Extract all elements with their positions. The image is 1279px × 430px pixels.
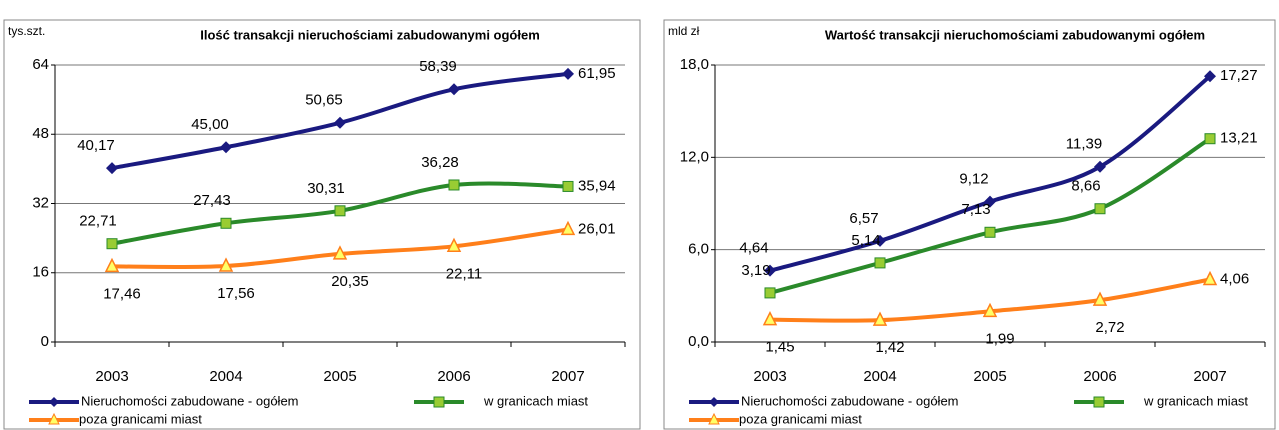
data-label: 50,65 bbox=[305, 92, 343, 109]
legend-marker bbox=[433, 396, 445, 408]
legend-label: Nieruchomości zabudowane - ogółem bbox=[81, 393, 299, 408]
marker bbox=[104, 257, 120, 273]
legend-label: poza granicami miast bbox=[79, 411, 202, 426]
marker bbox=[764, 287, 776, 299]
legend-marker bbox=[709, 397, 719, 407]
y-tick-label: 48 bbox=[32, 125, 49, 142]
marker bbox=[1204, 70, 1216, 83]
marker bbox=[984, 195, 996, 208]
x-tick-label: 2004 bbox=[863, 368, 896, 385]
data-label: 3,19 bbox=[741, 262, 770, 279]
marker bbox=[984, 226, 996, 238]
marker bbox=[562, 67, 574, 80]
marker bbox=[1204, 133, 1216, 145]
legend-label: w granicach miast bbox=[483, 393, 588, 408]
data-label: 4,06 bbox=[1220, 270, 1249, 287]
y-axis-label: mld zł bbox=[668, 24, 700, 38]
marker bbox=[874, 257, 886, 269]
data-label: 58,39 bbox=[419, 58, 457, 75]
data-label: 36,28 bbox=[421, 154, 459, 171]
legend-marker bbox=[708, 412, 720, 425]
data-label: 9,12 bbox=[959, 171, 988, 188]
marker bbox=[448, 179, 460, 191]
marker bbox=[562, 180, 574, 192]
marker bbox=[106, 162, 118, 175]
data-label: 7,13 bbox=[961, 201, 990, 218]
y-tick-label: 0 bbox=[41, 333, 49, 350]
x-tick-label: 2005 bbox=[323, 368, 356, 385]
data-label: 11,39 bbox=[1066, 136, 1102, 153]
data-label: 2,72 bbox=[1095, 319, 1124, 336]
data-label: 5,14 bbox=[851, 232, 880, 249]
marker bbox=[560, 220, 576, 236]
marker bbox=[448, 83, 460, 96]
data-label: 6,57 bbox=[849, 210, 878, 227]
marker bbox=[332, 245, 348, 260]
marker bbox=[874, 234, 886, 247]
x-tick-label: 2007 bbox=[551, 368, 584, 385]
marker bbox=[220, 217, 232, 229]
data-label: 8,66 bbox=[1071, 178, 1100, 195]
x-tick-label: 2007 bbox=[1193, 368, 1226, 385]
chart-frame bbox=[3, 19, 641, 430]
x-tick-label: 2004 bbox=[209, 368, 242, 385]
x-tick-label: 2003 bbox=[753, 368, 786, 385]
legend-label: poza granicami miast bbox=[739, 411, 862, 426]
data-label: 17,46 bbox=[103, 285, 141, 302]
marker bbox=[106, 238, 118, 250]
marker bbox=[446, 237, 462, 253]
y-tick-label: 32 bbox=[32, 194, 49, 211]
chart-title: Ilość transakcji nieruchościami zabudowa… bbox=[200, 27, 540, 42]
data-label: 40,17 bbox=[77, 137, 115, 154]
data-label: 13,21 bbox=[1220, 130, 1258, 147]
chart-frame bbox=[663, 19, 1276, 430]
data-label: 20,35 bbox=[331, 273, 369, 290]
data-label: 30,31 bbox=[307, 180, 345, 197]
marker bbox=[764, 264, 776, 277]
legend-label: w granicach miast bbox=[1143, 393, 1248, 408]
data-label: 45,00 bbox=[191, 116, 229, 133]
legend-marker bbox=[48, 412, 60, 425]
x-tick-label: 2005 bbox=[973, 368, 1006, 385]
marker bbox=[1094, 160, 1106, 173]
data-label: 22,71 bbox=[79, 213, 117, 230]
y-tick-label: 12,0 bbox=[680, 148, 709, 165]
data-label: 1,42 bbox=[875, 339, 904, 356]
y-tick-label: 16 bbox=[32, 264, 49, 281]
marker bbox=[334, 116, 346, 129]
x-tick-label: 2006 bbox=[437, 368, 470, 385]
chart-title: Wartość transakcji nieruchomościami zabu… bbox=[825, 27, 1205, 42]
marker bbox=[982, 302, 998, 318]
y-tick-label: 0,0 bbox=[688, 333, 709, 350]
x-tick-label: 2003 bbox=[95, 368, 128, 385]
data-label: 1,99 bbox=[985, 330, 1014, 347]
data-label: 17,56 bbox=[217, 285, 255, 302]
legend-marker bbox=[49, 397, 59, 407]
legend-marker bbox=[1093, 396, 1105, 408]
y-tick-label: 64 bbox=[32, 56, 49, 73]
data-label: 26,01 bbox=[578, 220, 616, 237]
x-tick-label: 2006 bbox=[1083, 368, 1116, 385]
marker bbox=[1202, 270, 1218, 286]
data-label: 17,27 bbox=[1220, 67, 1258, 84]
marker bbox=[1092, 291, 1108, 306]
data-label: 22,11 bbox=[446, 265, 482, 282]
data-label: 27,43 bbox=[193, 192, 231, 209]
legend-label: Nieruchomości zabudowane - ogółem bbox=[741, 393, 959, 408]
data-label: 1,45 bbox=[765, 339, 794, 356]
y-tick-label: 18,0 bbox=[680, 56, 709, 73]
marker bbox=[334, 205, 346, 217]
data-label: 4,64 bbox=[739, 240, 768, 257]
marker bbox=[872, 311, 888, 326]
y-axis-label: tys.szt. bbox=[8, 24, 45, 38]
marker bbox=[220, 141, 232, 154]
marker bbox=[218, 257, 234, 272]
data-label: 61,95 bbox=[578, 65, 616, 82]
y-tick-label: 6,0 bbox=[688, 241, 709, 258]
marker bbox=[1094, 203, 1106, 215]
data-label: 35,94 bbox=[578, 177, 616, 194]
marker bbox=[762, 311, 778, 326]
